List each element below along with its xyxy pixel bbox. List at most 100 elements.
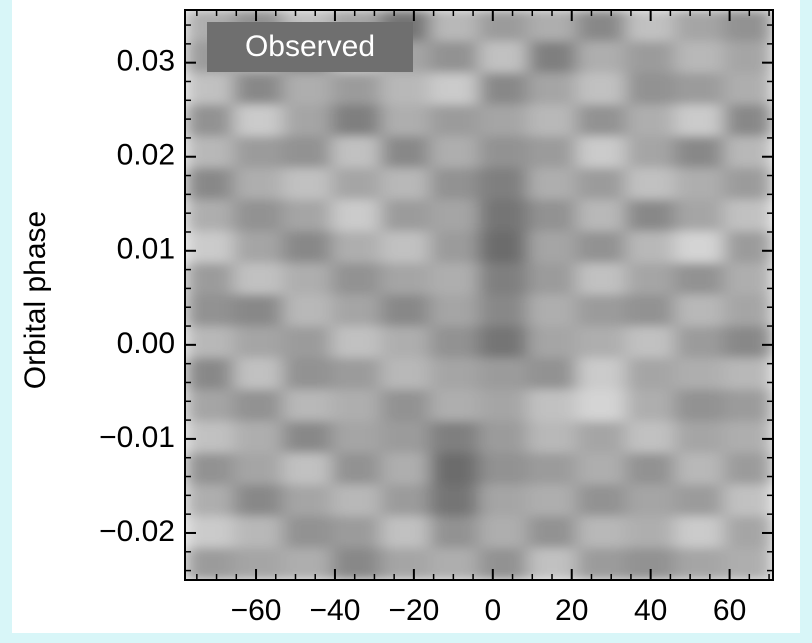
heatmap-cell <box>723 294 773 328</box>
heatmap-cell <box>233 326 284 359</box>
heatmap-cell <box>478 262 529 296</box>
heatmap-cell <box>380 516 431 549</box>
heatmap-cell <box>429 326 480 359</box>
heatmap-cell <box>331 357 382 391</box>
heatmap-cell <box>331 104 382 138</box>
heatmap-cell <box>380 294 431 328</box>
heatmap-cell <box>282 262 333 296</box>
heatmap-cell <box>478 136 529 169</box>
heatmap-cell <box>527 231 578 264</box>
heatmap-cell <box>429 484 480 518</box>
heatmap-cell <box>185 294 235 328</box>
heatmap-cell <box>233 167 284 201</box>
heatmap-cell <box>674 199 725 233</box>
heatmap-cell <box>185 484 235 518</box>
x-tick-label: 40 <box>634 594 667 627</box>
heatmap-cell <box>282 326 333 359</box>
heatmap-cell <box>723 104 773 138</box>
heatmap-cell <box>478 421 529 454</box>
plot-frame <box>184 9 774 581</box>
heatmap-cell <box>625 516 676 549</box>
heatmap-cell <box>527 104 578 138</box>
heatmap-cell <box>429 167 480 201</box>
heatmap-cell <box>429 547 480 580</box>
heatmap-cell <box>380 262 431 296</box>
heatmap-cell <box>282 167 333 201</box>
heatmap-cell <box>282 294 333 328</box>
heatmap-cell <box>527 136 578 169</box>
heatmap-cell <box>625 262 676 296</box>
heatmap-cells <box>185 10 773 580</box>
y-tick-label: 0.00 <box>117 327 175 360</box>
heatmap-cell <box>282 389 333 423</box>
heatmap-cell <box>282 199 333 233</box>
heatmap-cell <box>429 199 480 233</box>
heatmap-cell <box>233 72 284 106</box>
y-tick-label: 0.02 <box>117 139 175 172</box>
x-tick-label: 60 <box>713 594 746 627</box>
heatmap-cell <box>478 326 529 359</box>
heatmap-cell <box>576 199 627 233</box>
heatmap-cell <box>380 136 431 169</box>
heatmap-cell <box>331 262 382 296</box>
heatmap-cell <box>185 421 235 454</box>
annotation-box <box>207 22 413 72</box>
heatmap-cell <box>233 421 284 454</box>
heatmap-cell <box>185 357 235 391</box>
heatmap-cell <box>723 72 773 106</box>
heatmap-cell <box>233 199 284 233</box>
heatmap-cell <box>185 104 235 138</box>
heatmap-cell <box>625 452 676 486</box>
heatmap-cell <box>527 199 578 233</box>
heatmap-cell <box>576 547 627 580</box>
heatmap-cell <box>185 231 235 264</box>
heatmap-cell <box>282 452 333 486</box>
heatmap-cell <box>527 294 578 328</box>
heatmap-cell <box>478 452 529 486</box>
heatmap-cell <box>576 104 627 138</box>
heatmap-cell <box>674 484 725 518</box>
heatmap-cell <box>674 231 725 264</box>
heatmap-cell <box>478 41 529 74</box>
heatmap-cell <box>674 421 725 454</box>
heatmap-cell <box>185 389 235 423</box>
heatmap-cell <box>233 357 284 391</box>
heatmap-cell <box>478 72 529 106</box>
annotation: Observed <box>245 30 375 63</box>
heatmap-cell <box>478 104 529 138</box>
heatmap-cell <box>625 41 676 74</box>
heatmap-cell <box>380 484 431 518</box>
heatmap-cell <box>282 104 333 138</box>
heatmap-cell <box>625 167 676 201</box>
heatmap-cell <box>331 72 382 106</box>
heatmap-cell <box>380 104 431 138</box>
heatmap-cell <box>185 199 235 233</box>
heatmap-cell <box>282 421 333 454</box>
heatmap-cell <box>576 357 627 391</box>
heatmap-cell <box>233 231 284 264</box>
y-axis-label: Orbital phase <box>19 211 52 389</box>
heatmap-cell <box>576 516 627 549</box>
heatmap-cell <box>478 294 529 328</box>
heatmap-cell <box>576 231 627 264</box>
heatmap-cell <box>625 104 676 138</box>
heatmap-cell <box>723 421 773 454</box>
heatmap-cell <box>723 326 773 359</box>
heatmap-cell <box>527 326 578 359</box>
heatmap-cell <box>625 136 676 169</box>
heatmap-cell <box>674 136 725 169</box>
heatmap-cell <box>478 357 529 391</box>
heatmap-cell <box>527 421 578 454</box>
heatmap-cell <box>331 547 382 580</box>
heatmap-cell <box>331 136 382 169</box>
heatmap-cell <box>723 199 773 233</box>
heatmap-cell <box>185 72 235 106</box>
heatmap-cell <box>527 72 578 106</box>
heatmap-cell <box>478 484 529 518</box>
heatmap-cell <box>380 231 431 264</box>
heatmap-cell <box>674 547 725 580</box>
heatmap-cell <box>429 41 480 74</box>
heatmap-cell <box>576 294 627 328</box>
